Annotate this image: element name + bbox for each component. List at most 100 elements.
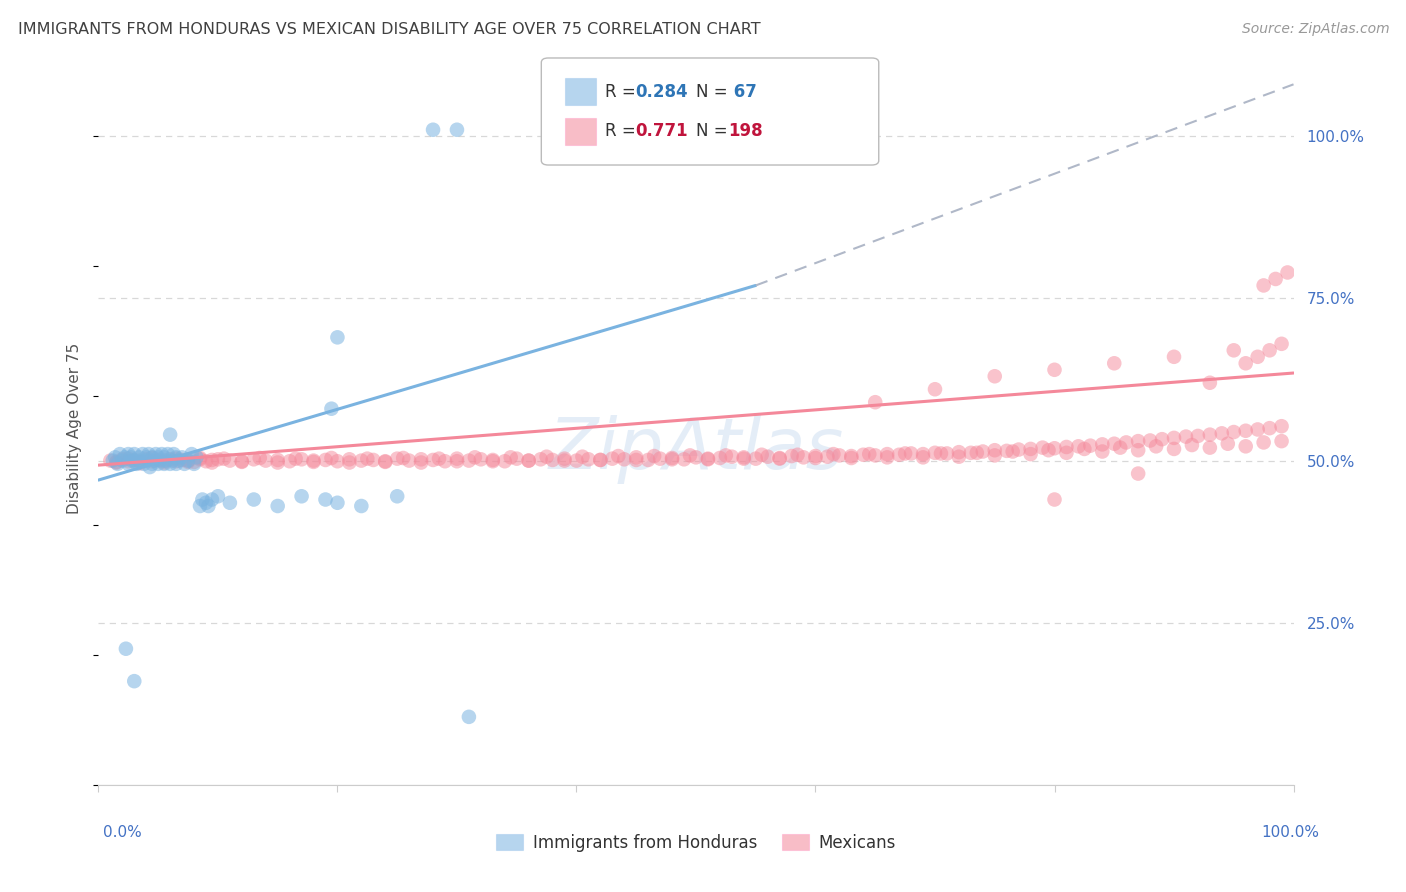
Point bbox=[188, 450, 211, 465]
Point bbox=[1067, 439, 1090, 453]
Point bbox=[201, 492, 224, 507]
Point bbox=[398, 453, 420, 467]
Point bbox=[924, 382, 946, 396]
Point bbox=[1199, 441, 1222, 455]
Point bbox=[894, 446, 917, 460]
Text: R =: R = bbox=[605, 122, 641, 140]
Point bbox=[984, 443, 1007, 458]
Point bbox=[105, 455, 128, 469]
Point bbox=[125, 457, 148, 471]
Point bbox=[117, 451, 139, 466]
Point bbox=[120, 450, 142, 465]
Point bbox=[141, 457, 163, 471]
Point bbox=[302, 453, 325, 467]
Point bbox=[129, 453, 152, 467]
Point bbox=[339, 456, 361, 470]
Point bbox=[626, 453, 648, 467]
Point bbox=[1181, 438, 1204, 452]
Point bbox=[571, 450, 593, 464]
Point bbox=[422, 453, 444, 467]
Point bbox=[1271, 336, 1294, 351]
Point bbox=[302, 455, 325, 469]
Point bbox=[858, 447, 880, 461]
Point bbox=[326, 496, 349, 510]
Point bbox=[1001, 444, 1024, 458]
Point bbox=[173, 457, 195, 471]
Point bbox=[149, 453, 172, 467]
Point bbox=[350, 499, 373, 513]
Point bbox=[852, 448, 875, 462]
Point bbox=[153, 456, 176, 470]
Point bbox=[197, 499, 219, 513]
Point bbox=[876, 447, 898, 461]
Point bbox=[536, 450, 558, 464]
Point bbox=[150, 447, 173, 461]
Point bbox=[685, 450, 707, 465]
Point bbox=[911, 450, 934, 465]
Point bbox=[1144, 439, 1167, 453]
Point bbox=[709, 450, 731, 465]
Point bbox=[1019, 442, 1042, 456]
Point bbox=[159, 427, 181, 442]
Point bbox=[117, 457, 139, 471]
Text: N =: N = bbox=[696, 122, 733, 140]
Point bbox=[1163, 431, 1185, 445]
Point bbox=[948, 450, 970, 464]
Point bbox=[124, 447, 146, 461]
Point bbox=[254, 453, 277, 467]
Point bbox=[1032, 441, 1054, 455]
Point bbox=[733, 451, 755, 466]
Point bbox=[661, 452, 683, 467]
Point bbox=[1223, 425, 1246, 439]
Point bbox=[392, 450, 415, 465]
Point bbox=[167, 453, 190, 467]
Text: 0.284: 0.284 bbox=[636, 83, 688, 101]
Point bbox=[929, 446, 952, 460]
Point bbox=[177, 455, 200, 469]
Point bbox=[148, 450, 170, 465]
Point bbox=[565, 453, 588, 467]
Point bbox=[470, 452, 492, 467]
Point bbox=[159, 457, 181, 471]
Point bbox=[156, 447, 179, 461]
Point bbox=[132, 457, 155, 471]
Point bbox=[212, 451, 235, 466]
Point bbox=[458, 453, 481, 467]
Point bbox=[124, 453, 146, 467]
Point bbox=[165, 450, 187, 465]
Point bbox=[1234, 424, 1257, 438]
Point bbox=[768, 450, 790, 465]
Point bbox=[1080, 439, 1102, 453]
Point bbox=[446, 451, 468, 466]
Point bbox=[131, 447, 153, 461]
Point bbox=[183, 455, 205, 469]
Point bbox=[1073, 442, 1095, 456]
Point bbox=[108, 447, 131, 461]
Text: 0.0%: 0.0% bbox=[103, 825, 142, 840]
Point bbox=[139, 460, 162, 475]
Text: 198: 198 bbox=[728, 122, 763, 140]
Point bbox=[966, 446, 988, 460]
Point bbox=[924, 446, 946, 460]
Point bbox=[1271, 434, 1294, 449]
Point bbox=[284, 451, 307, 466]
Y-axis label: Disability Age Over 75: Disability Age Over 75 bbox=[67, 343, 83, 514]
Point bbox=[517, 453, 540, 467]
Text: 67: 67 bbox=[728, 83, 758, 101]
Point bbox=[326, 454, 349, 468]
Point bbox=[865, 449, 887, 463]
Point bbox=[291, 452, 314, 467]
Point bbox=[554, 453, 576, 467]
Point bbox=[195, 496, 218, 510]
Point bbox=[101, 453, 124, 467]
Point bbox=[183, 457, 205, 471]
Point bbox=[1247, 350, 1270, 364]
Point bbox=[141, 454, 163, 468]
Point bbox=[1091, 437, 1114, 451]
Point bbox=[1128, 443, 1150, 458]
Point bbox=[464, 450, 486, 465]
Point bbox=[1139, 434, 1161, 448]
Point bbox=[207, 489, 229, 503]
Point bbox=[385, 489, 409, 503]
Point bbox=[159, 452, 181, 467]
